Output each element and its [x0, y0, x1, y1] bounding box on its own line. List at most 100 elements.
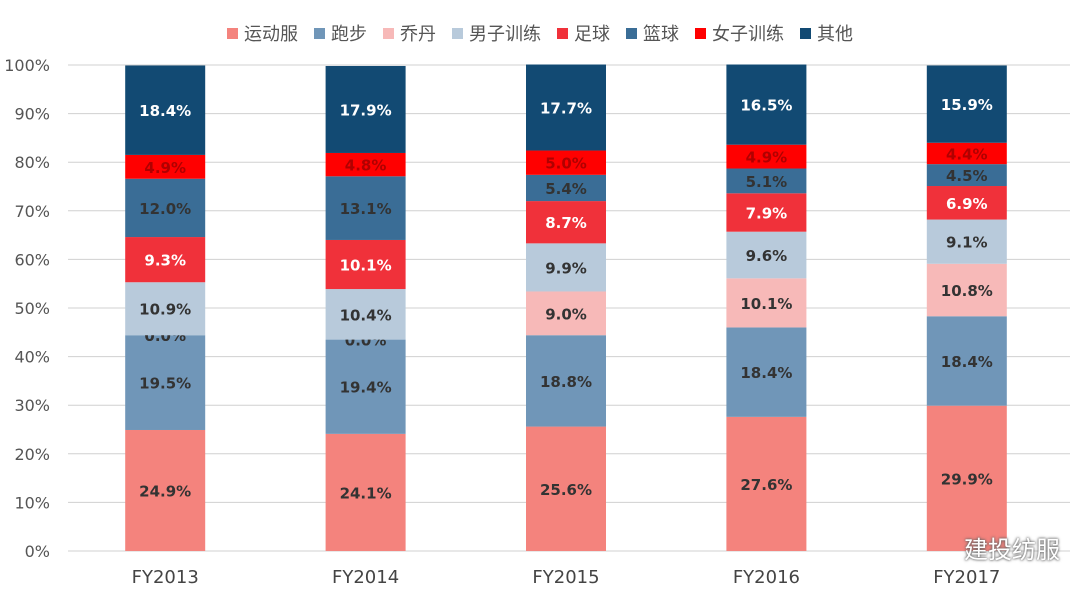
bar-segment	[726, 64, 807, 145]
bar-segment	[726, 231, 807, 279]
bar-segment	[926, 405, 1007, 551]
legend-swatch	[452, 27, 463, 39]
data-label: 18.8%	[540, 373, 592, 391]
bar-segment	[125, 154, 206, 179]
bar-segment	[125, 429, 206, 551]
bar-segment	[726, 168, 807, 194]
data-label: 4.4%	[946, 145, 988, 163]
bar-segment	[125, 65, 206, 155]
data-label: 10.9%	[139, 301, 191, 319]
bar-segment	[926, 142, 1007, 165]
data-label: 5.0%	[545, 155, 587, 173]
bar-segment	[325, 239, 406, 290]
data-label: 10.1%	[740, 295, 792, 313]
bar-segment	[125, 237, 206, 283]
data-label: 5.4%	[545, 180, 587, 198]
legend-label: 运动服	[244, 24, 298, 45]
data-label: 18.4%	[139, 102, 191, 120]
bar-segment	[325, 289, 406, 340]
data-label: 4.9%	[144, 159, 186, 177]
watermark: 建投纺服	[964, 536, 1060, 564]
data-label: 10.4%	[340, 306, 392, 324]
bar-segment	[926, 164, 1007, 187]
bar-segment	[526, 174, 606, 202]
bar-segment	[325, 433, 406, 551]
legend-label: 跑步	[331, 24, 367, 45]
legend-item: 篮球	[626, 20, 679, 46]
y-tick-label: 80%	[14, 153, 50, 172]
data-label: 9.3%	[144, 252, 186, 270]
legend-swatch	[626, 27, 637, 39]
bar-segment	[125, 335, 206, 430]
legend-swatch	[557, 27, 568, 39]
bar-segment	[726, 327, 807, 417]
bar-segment	[926, 65, 1007, 143]
legend-label: 其他	[817, 24, 853, 45]
y-tick-label: 100%	[4, 56, 50, 75]
bar-segment	[926, 316, 1007, 406]
data-label: 18.4%	[941, 353, 993, 371]
y-tick-label: 30%	[14, 396, 50, 415]
legend-item: 运动服	[227, 20, 298, 46]
data-label: 6.9%	[946, 195, 988, 213]
bar-segment	[726, 278, 807, 328]
data-label: 17.9%	[340, 101, 392, 119]
legend: 运动服 跑步 乔丹 男子训练 足球 篮球 女子训练 其他	[0, 20, 1080, 46]
x-tick-label: FY2013	[132, 567, 199, 588]
bar-segment	[926, 186, 1007, 220]
legend-item: 男子训练	[452, 20, 541, 46]
data-label: 19.4%	[340, 379, 392, 397]
data-label: 8.7%	[545, 214, 587, 232]
bar-segment	[726, 193, 807, 232]
legend-swatch	[314, 27, 325, 39]
bar-segment	[926, 219, 1007, 264]
x-tick-label: FY2017	[933, 567, 1000, 588]
data-label: 9.6%	[746, 247, 788, 265]
x-tick-label: FY2015	[532, 567, 599, 588]
legend-item: 其他	[800, 20, 853, 46]
legend-item: 女子训练	[695, 20, 784, 46]
legend-item: 乔丹	[383, 20, 436, 46]
data-label: 10.1%	[340, 257, 392, 275]
bar-segment	[526, 426, 606, 551]
data-label: 25.6%	[540, 481, 592, 499]
y-tick-label: 10%	[14, 493, 50, 512]
bar-segment	[726, 416, 807, 551]
x-tick-label: FY2014	[332, 567, 399, 588]
bar-segment	[526, 243, 606, 292]
data-label: 27.6%	[740, 476, 792, 494]
bar-segment	[125, 282, 206, 336]
legend-label: 男子训练	[469, 24, 541, 45]
bar-segment	[325, 176, 406, 240]
legend-label: 足球	[574, 24, 610, 45]
data-label: 17.7%	[540, 100, 592, 118]
y-tick-label: 90%	[14, 105, 50, 124]
legend-swatch	[383, 27, 394, 39]
legend-label: 女子训练	[712, 24, 784, 45]
legend-item: 跑步	[314, 20, 367, 46]
x-tick-label: FY2016	[733, 567, 800, 588]
bar-segment	[526, 64, 606, 151]
legend-swatch	[695, 27, 706, 39]
data-label: 16.5%	[740, 97, 792, 115]
y-tick-label: 50%	[14, 299, 50, 318]
y-tick-label: 60%	[14, 250, 50, 269]
legend-label: 乔丹	[400, 24, 436, 45]
legend-item: 足球	[557, 20, 610, 46]
bar-segment	[325, 152, 406, 177]
data-label: 24.9%	[139, 482, 191, 500]
data-label: 4.9%	[746, 149, 788, 167]
data-label: 7.9%	[746, 205, 788, 223]
y-tick-label: 20%	[14, 445, 50, 464]
bar-segment	[325, 65, 406, 153]
data-label: 9.0%	[545, 305, 587, 323]
bar-segment	[325, 339, 406, 434]
data-label: 12.0%	[139, 200, 191, 218]
legend-swatch	[800, 27, 811, 39]
data-label: 19.5%	[139, 375, 191, 393]
data-label: 10.8%	[941, 282, 993, 300]
data-label: 18.4%	[740, 364, 792, 382]
data-label: 4.5%	[946, 167, 988, 185]
